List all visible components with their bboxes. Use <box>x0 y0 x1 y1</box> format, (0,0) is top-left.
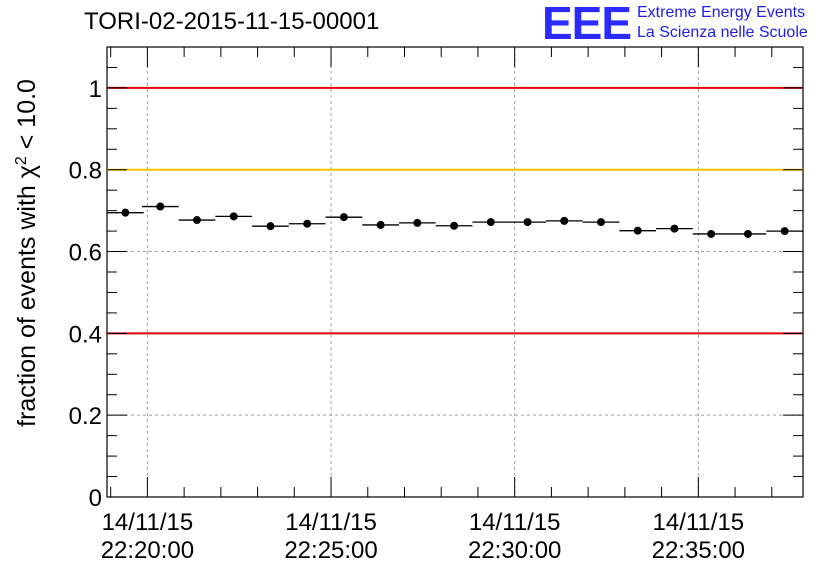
y-axis-label-prefix: fraction of events with χ <box>13 165 41 427</box>
y-tick-label: 1 <box>89 76 102 103</box>
data-point <box>780 227 789 236</box>
data-point <box>376 220 385 229</box>
data-point <box>633 226 642 235</box>
data-point <box>266 222 275 231</box>
data-point <box>560 216 569 225</box>
data-point <box>743 229 752 238</box>
y-axis-label-suffix: < 10.0 <box>13 79 41 156</box>
x-tick-label-date: 14/11/15 <box>102 509 194 536</box>
eee-logo-mark: EEE <box>542 0 632 49</box>
logo-line-2: La Scienza nelle Scuole <box>637 24 808 41</box>
axis-labels: 00.20.40.60.8114/11/1522:20:0014/11/1522… <box>69 76 745 564</box>
x-tick-label-time: 22:35:00 <box>652 537 745 564</box>
x-tick-label-time: 22:20:00 <box>101 537 194 564</box>
y-tick-label: 0.8 <box>69 158 102 185</box>
data-points <box>107 202 803 238</box>
data-point <box>450 221 459 230</box>
y-axis-label-sup: 2 <box>13 156 30 165</box>
logo-line-1: Extreme Energy Events <box>637 4 806 21</box>
data-point <box>229 212 238 221</box>
data-point <box>339 213 348 222</box>
x-tick-label-date: 14/11/15 <box>469 509 561 536</box>
y-tick-label: 0.6 <box>69 240 102 267</box>
y-axis-label: fraction of events with χ2 < 10.0 <box>13 79 41 427</box>
y-tick-label: 0 <box>89 485 102 512</box>
data-point <box>156 202 165 211</box>
data-point <box>413 218 422 227</box>
data-point <box>707 229 716 238</box>
reference-lines <box>107 86 803 335</box>
x-tick-label-date: 14/11/15 <box>653 509 745 536</box>
data-point <box>670 224 679 233</box>
data-point <box>192 216 201 225</box>
data-point <box>486 218 495 227</box>
x-tick-label-time: 22:30:00 <box>468 537 561 564</box>
data-point <box>523 218 532 227</box>
x-tick-label-date: 14/11/15 <box>285 509 377 536</box>
y-tick-label: 0.2 <box>69 403 102 430</box>
y-tick-label: 0.4 <box>69 321 102 348</box>
chart-title: TORI-02-2015-11-15-00001 <box>84 8 380 35</box>
axis-ticks <box>107 46 803 498</box>
x-tick-label-time: 22:25:00 <box>284 537 377 564</box>
data-point <box>121 208 130 217</box>
data-point <box>303 219 312 228</box>
data-point <box>596 218 605 227</box>
grid-layer <box>107 47 803 497</box>
